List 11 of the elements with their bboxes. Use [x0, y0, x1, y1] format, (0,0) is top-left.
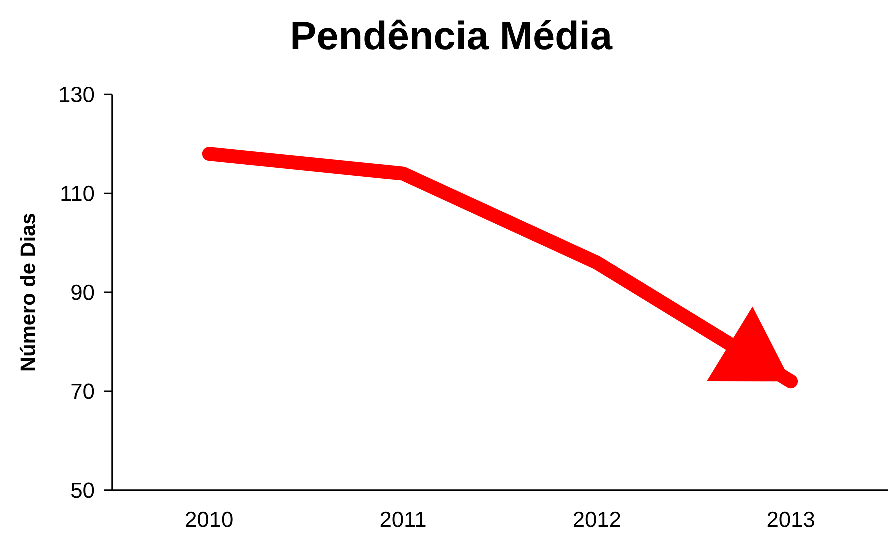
x-tick-label: 2010	[186, 512, 233, 528]
x-tick-label: 2012	[574, 512, 620, 528]
y-tick-label: 70	[72, 384, 94, 400]
x-tick-label: 2011	[380, 512, 426, 528]
y-tick-label: 90	[72, 284, 94, 300]
chart-title: Pendência Média	[292, 20, 613, 50]
y-tick-label: 110	[62, 186, 94, 202]
y-axis-title: Número de Dias	[20, 214, 36, 370]
y-tick-label: 50	[72, 482, 94, 498]
x-tick-label: 2013	[768, 512, 814, 528]
y-tick-label: 130	[60, 86, 94, 102]
